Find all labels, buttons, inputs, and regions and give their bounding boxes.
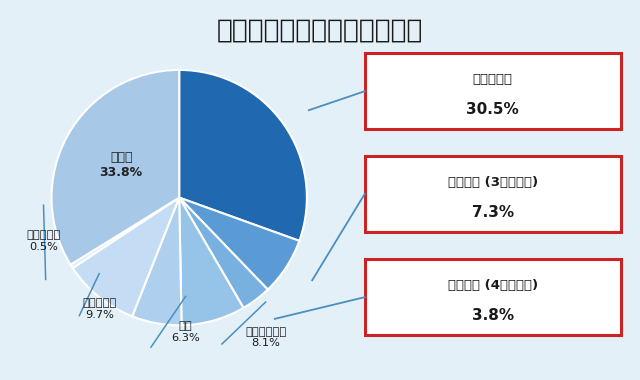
- Text: 30.5%: 30.5%: [467, 102, 519, 117]
- Wedge shape: [132, 198, 182, 325]
- Text: 侵入窃盗の発生場所認知件数: 侵入窃盗の発生場所認知件数: [217, 17, 423, 43]
- Wedge shape: [179, 198, 243, 325]
- Text: 金融機関等
0.5%: 金融機関等 0.5%: [26, 230, 61, 252]
- Text: 7.3%: 7.3%: [472, 204, 514, 220]
- Text: 商店
6.3%: 商店 6.3%: [172, 321, 200, 343]
- Text: 生活環境営業
8.1%: 生活環境営業 8.1%: [245, 327, 286, 348]
- Wedge shape: [179, 198, 300, 290]
- Text: その他
33.8%: その他 33.8%: [100, 151, 143, 179]
- Wedge shape: [70, 198, 179, 268]
- Wedge shape: [73, 198, 179, 316]
- Wedge shape: [179, 198, 268, 308]
- Text: 共同住宅 (4階建以上): 共同住宅 (4階建以上): [448, 279, 538, 292]
- Text: 共同住宅 (3階建以下): 共同住宅 (3階建以下): [448, 176, 538, 189]
- Text: 3.8%: 3.8%: [472, 308, 514, 323]
- Wedge shape: [52, 70, 179, 264]
- Wedge shape: [179, 70, 307, 241]
- Text: 一般事務所
9.7%: 一般事務所 9.7%: [82, 298, 116, 320]
- Text: 一戸建住宅: 一戸建住宅: [473, 73, 513, 86]
